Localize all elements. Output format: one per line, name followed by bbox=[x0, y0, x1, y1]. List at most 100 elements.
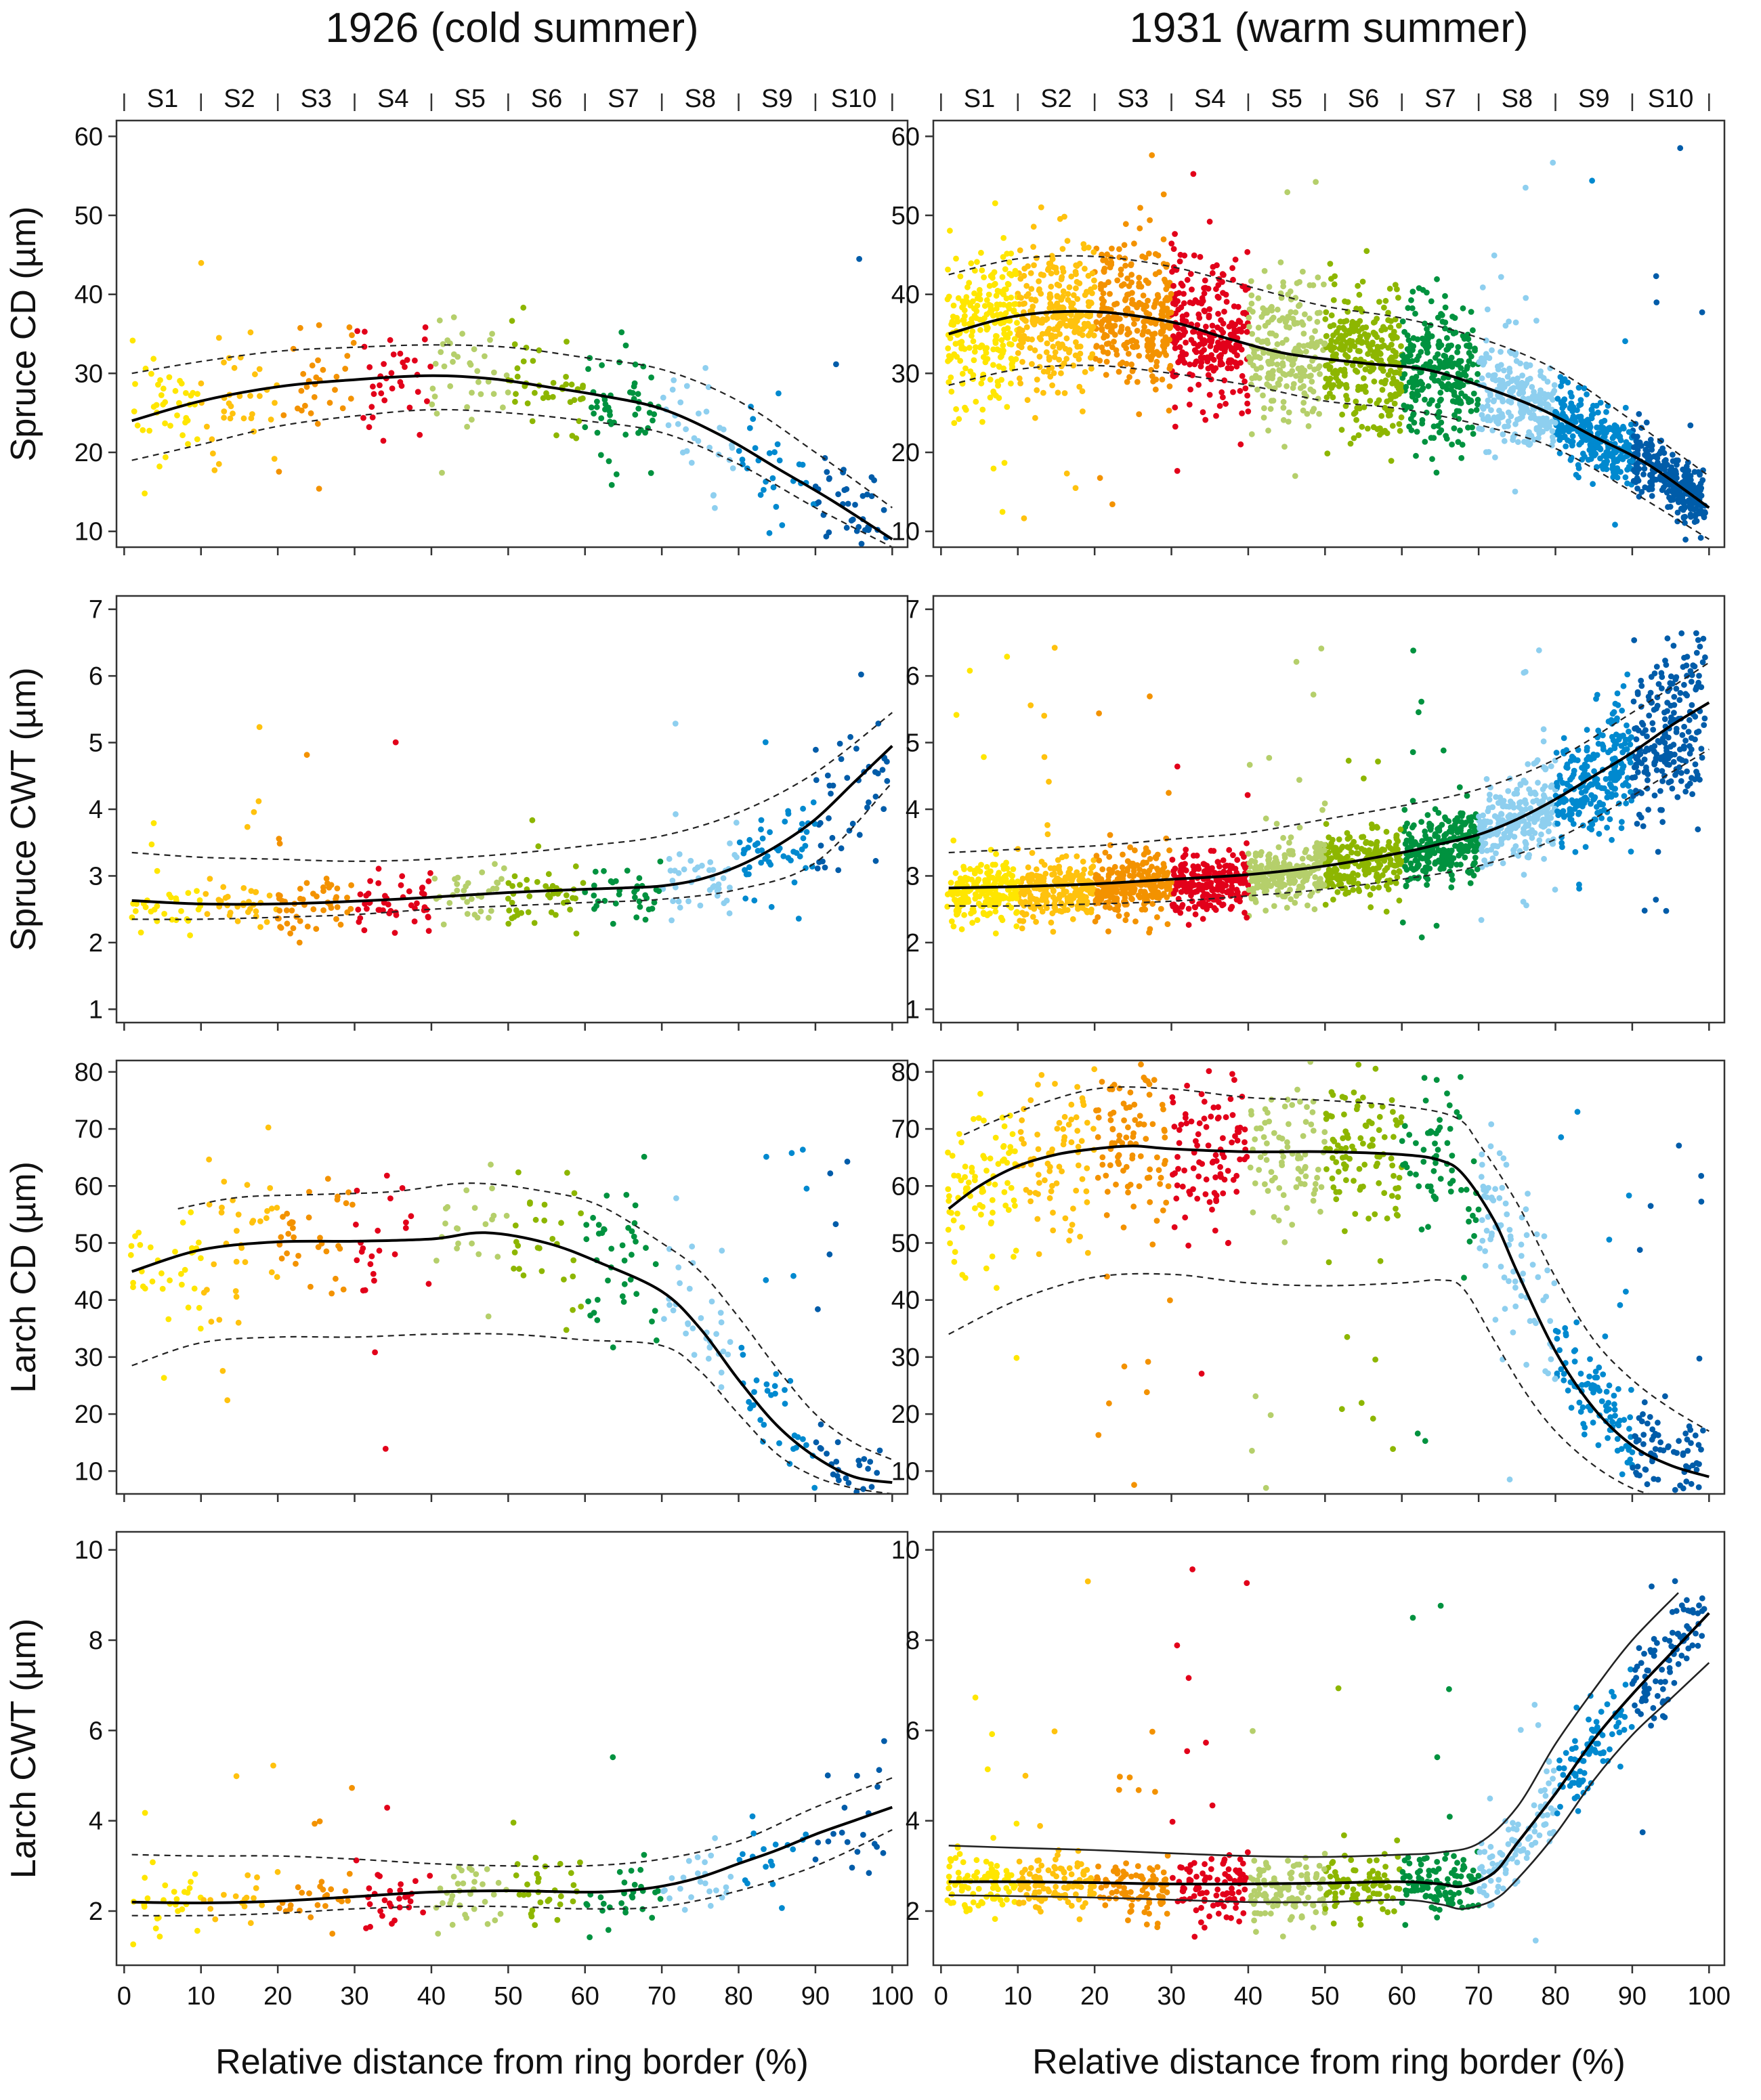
data-point bbox=[810, 799, 817, 806]
data-point bbox=[1070, 292, 1077, 299]
data-point bbox=[1233, 341, 1239, 348]
data-point bbox=[1342, 298, 1348, 305]
data-point bbox=[944, 903, 951, 910]
y-tick-label: 2 bbox=[89, 929, 103, 958]
data-point bbox=[1394, 874, 1401, 880]
data-point bbox=[761, 487, 767, 493]
data-point bbox=[1172, 335, 1179, 342]
data-point bbox=[1333, 329, 1340, 336]
data-point bbox=[454, 881, 461, 887]
data-point bbox=[315, 357, 321, 364]
data-point bbox=[1437, 389, 1444, 396]
data-point bbox=[1339, 411, 1345, 418]
data-point bbox=[727, 840, 733, 847]
data-point bbox=[599, 362, 605, 368]
data-point bbox=[367, 878, 373, 884]
data-point bbox=[776, 457, 783, 464]
data-point bbox=[1470, 390, 1477, 397]
data-point bbox=[1263, 907, 1269, 914]
data-point bbox=[1337, 318, 1344, 325]
data-point bbox=[1466, 349, 1472, 356]
data-point bbox=[1405, 831, 1412, 838]
data-point bbox=[194, 436, 200, 442]
data-point bbox=[1159, 308, 1165, 314]
data-point bbox=[813, 746, 819, 753]
data-point bbox=[1542, 783, 1548, 790]
data-point bbox=[1006, 330, 1013, 337]
data-point bbox=[991, 269, 998, 276]
upper-band-line bbox=[131, 344, 893, 509]
y-tick-label: 60 bbox=[891, 123, 920, 151]
data-point bbox=[1161, 349, 1168, 356]
segment-label-s5: S5 bbox=[454, 85, 485, 113]
data-point bbox=[1116, 913, 1122, 919]
data-point bbox=[1265, 427, 1271, 434]
data-point bbox=[1045, 265, 1052, 272]
data-point bbox=[695, 437, 702, 444]
data-point bbox=[1448, 847, 1455, 854]
data-point bbox=[1159, 377, 1166, 383]
data-point bbox=[968, 910, 974, 917]
data-point bbox=[1181, 291, 1187, 297]
data-point bbox=[380, 907, 386, 914]
data-point bbox=[531, 920, 538, 926]
data-point bbox=[1414, 336, 1421, 343]
data-point bbox=[822, 864, 828, 871]
data-point bbox=[1261, 405, 1267, 412]
data-point bbox=[1480, 416, 1487, 423]
data-point bbox=[1313, 342, 1320, 349]
data-point bbox=[1312, 874, 1319, 880]
data-point bbox=[1629, 458, 1635, 465]
data-point bbox=[1328, 276, 1334, 282]
data-point bbox=[1556, 432, 1563, 439]
data-point bbox=[948, 388, 955, 395]
data-point bbox=[1591, 452, 1598, 458]
data-point bbox=[1129, 290, 1135, 296]
data-point bbox=[1182, 851, 1189, 858]
data-point bbox=[446, 900, 453, 906]
data-point bbox=[1381, 304, 1387, 311]
data-point bbox=[545, 871, 552, 878]
data-point bbox=[1525, 395, 1532, 402]
data-point bbox=[1507, 798, 1514, 805]
data-point bbox=[985, 324, 991, 331]
data-point bbox=[500, 404, 506, 411]
data-point bbox=[1505, 423, 1511, 429]
data-point bbox=[505, 389, 511, 395]
panel-frame bbox=[932, 119, 1726, 549]
data-point bbox=[1214, 859, 1221, 865]
segment-label-s2: S2 bbox=[1040, 85, 1072, 113]
data-point bbox=[256, 724, 263, 730]
data-point bbox=[608, 878, 614, 884]
data-point bbox=[1512, 421, 1519, 427]
data-point bbox=[1469, 424, 1475, 431]
data-point bbox=[1001, 326, 1007, 333]
data-point bbox=[1024, 397, 1031, 404]
data-point bbox=[344, 353, 351, 359]
data-point bbox=[962, 404, 968, 411]
data-point bbox=[263, 919, 270, 925]
data-point bbox=[475, 379, 482, 385]
data-point bbox=[276, 840, 283, 847]
data-point bbox=[1449, 398, 1456, 404]
data-point bbox=[800, 835, 807, 842]
data-point bbox=[1409, 288, 1416, 295]
data-point bbox=[1275, 844, 1282, 851]
data-point bbox=[1455, 344, 1462, 350]
data-point bbox=[1073, 285, 1079, 292]
data-point bbox=[1372, 331, 1378, 338]
data-point bbox=[543, 390, 549, 397]
data-point bbox=[1293, 372, 1299, 379]
data-point bbox=[1631, 467, 1637, 473]
data-point bbox=[866, 799, 872, 806]
data-point bbox=[1189, 898, 1195, 905]
data-point bbox=[162, 399, 169, 406]
data-point bbox=[1168, 291, 1174, 297]
data-point bbox=[1489, 347, 1495, 353]
data-point bbox=[313, 926, 320, 932]
data-point bbox=[1091, 277, 1097, 284]
data-point bbox=[766, 530, 773, 536]
data-point bbox=[1307, 364, 1313, 370]
segment-label-s7: S7 bbox=[608, 85, 639, 113]
